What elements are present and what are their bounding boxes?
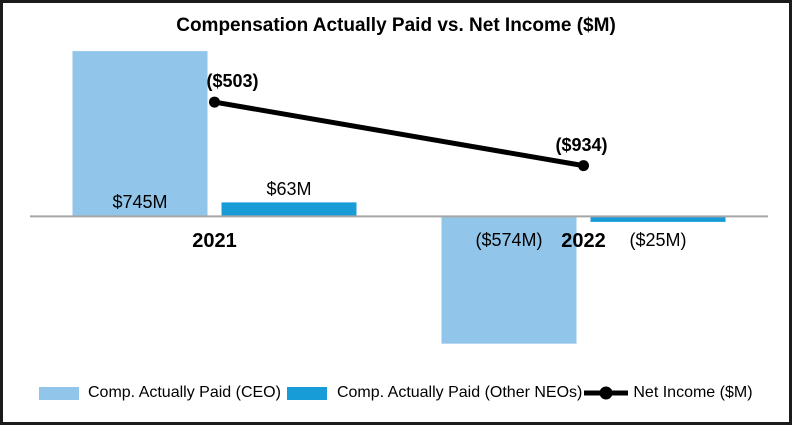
- bar-label-ceo-2022: ($574M): [475, 230, 543, 251]
- net-income-line: [214, 99, 584, 169]
- legend-dot-icon: [599, 386, 613, 400]
- bar-ceo-2022: [441, 216, 577, 344]
- chart-canvas: [30, 51, 768, 344]
- legend: Comp. Actually Paid (CEO) Comp. Actually…: [39, 382, 753, 404]
- legend-label-neo: Comp. Actually Paid (Other NEOs): [336, 384, 583, 401]
- net-income-marker-icon: [584, 386, 629, 400]
- cat-label-2021: 2021: [192, 230, 237, 253]
- bar-label-neo-2021: $63M: [266, 179, 312, 200]
- bar-ceo-2021: [72, 51, 208, 217]
- bar-neo-2021: [221, 202, 357, 217]
- net-label-2021: ($503): [206, 71, 259, 92]
- net-income-point-2022: [578, 160, 589, 172]
- net-label-2022: ($934): [555, 134, 608, 155]
- legend-label-ceo: Comp. Actually Paid (CEO): [88, 384, 281, 401]
- legend-swatch-neo-icon: [286, 386, 327, 400]
- legend-label-net: Net Income ($M): [633, 384, 753, 401]
- bar-label-ceo-2021: $745M: [112, 192, 168, 213]
- chart-title: Compensation Actually Paid vs. Net Incom…: [176, 15, 616, 36]
- legend-swatch-ceo-icon: [39, 386, 79, 400]
- cat-label-2022: 2022: [561, 230, 606, 253]
- bar-neo-2022: [590, 216, 726, 222]
- net-income-point-2021: [209, 96, 220, 108]
- bar-label-neo-2022: ($25M): [629, 230, 687, 251]
